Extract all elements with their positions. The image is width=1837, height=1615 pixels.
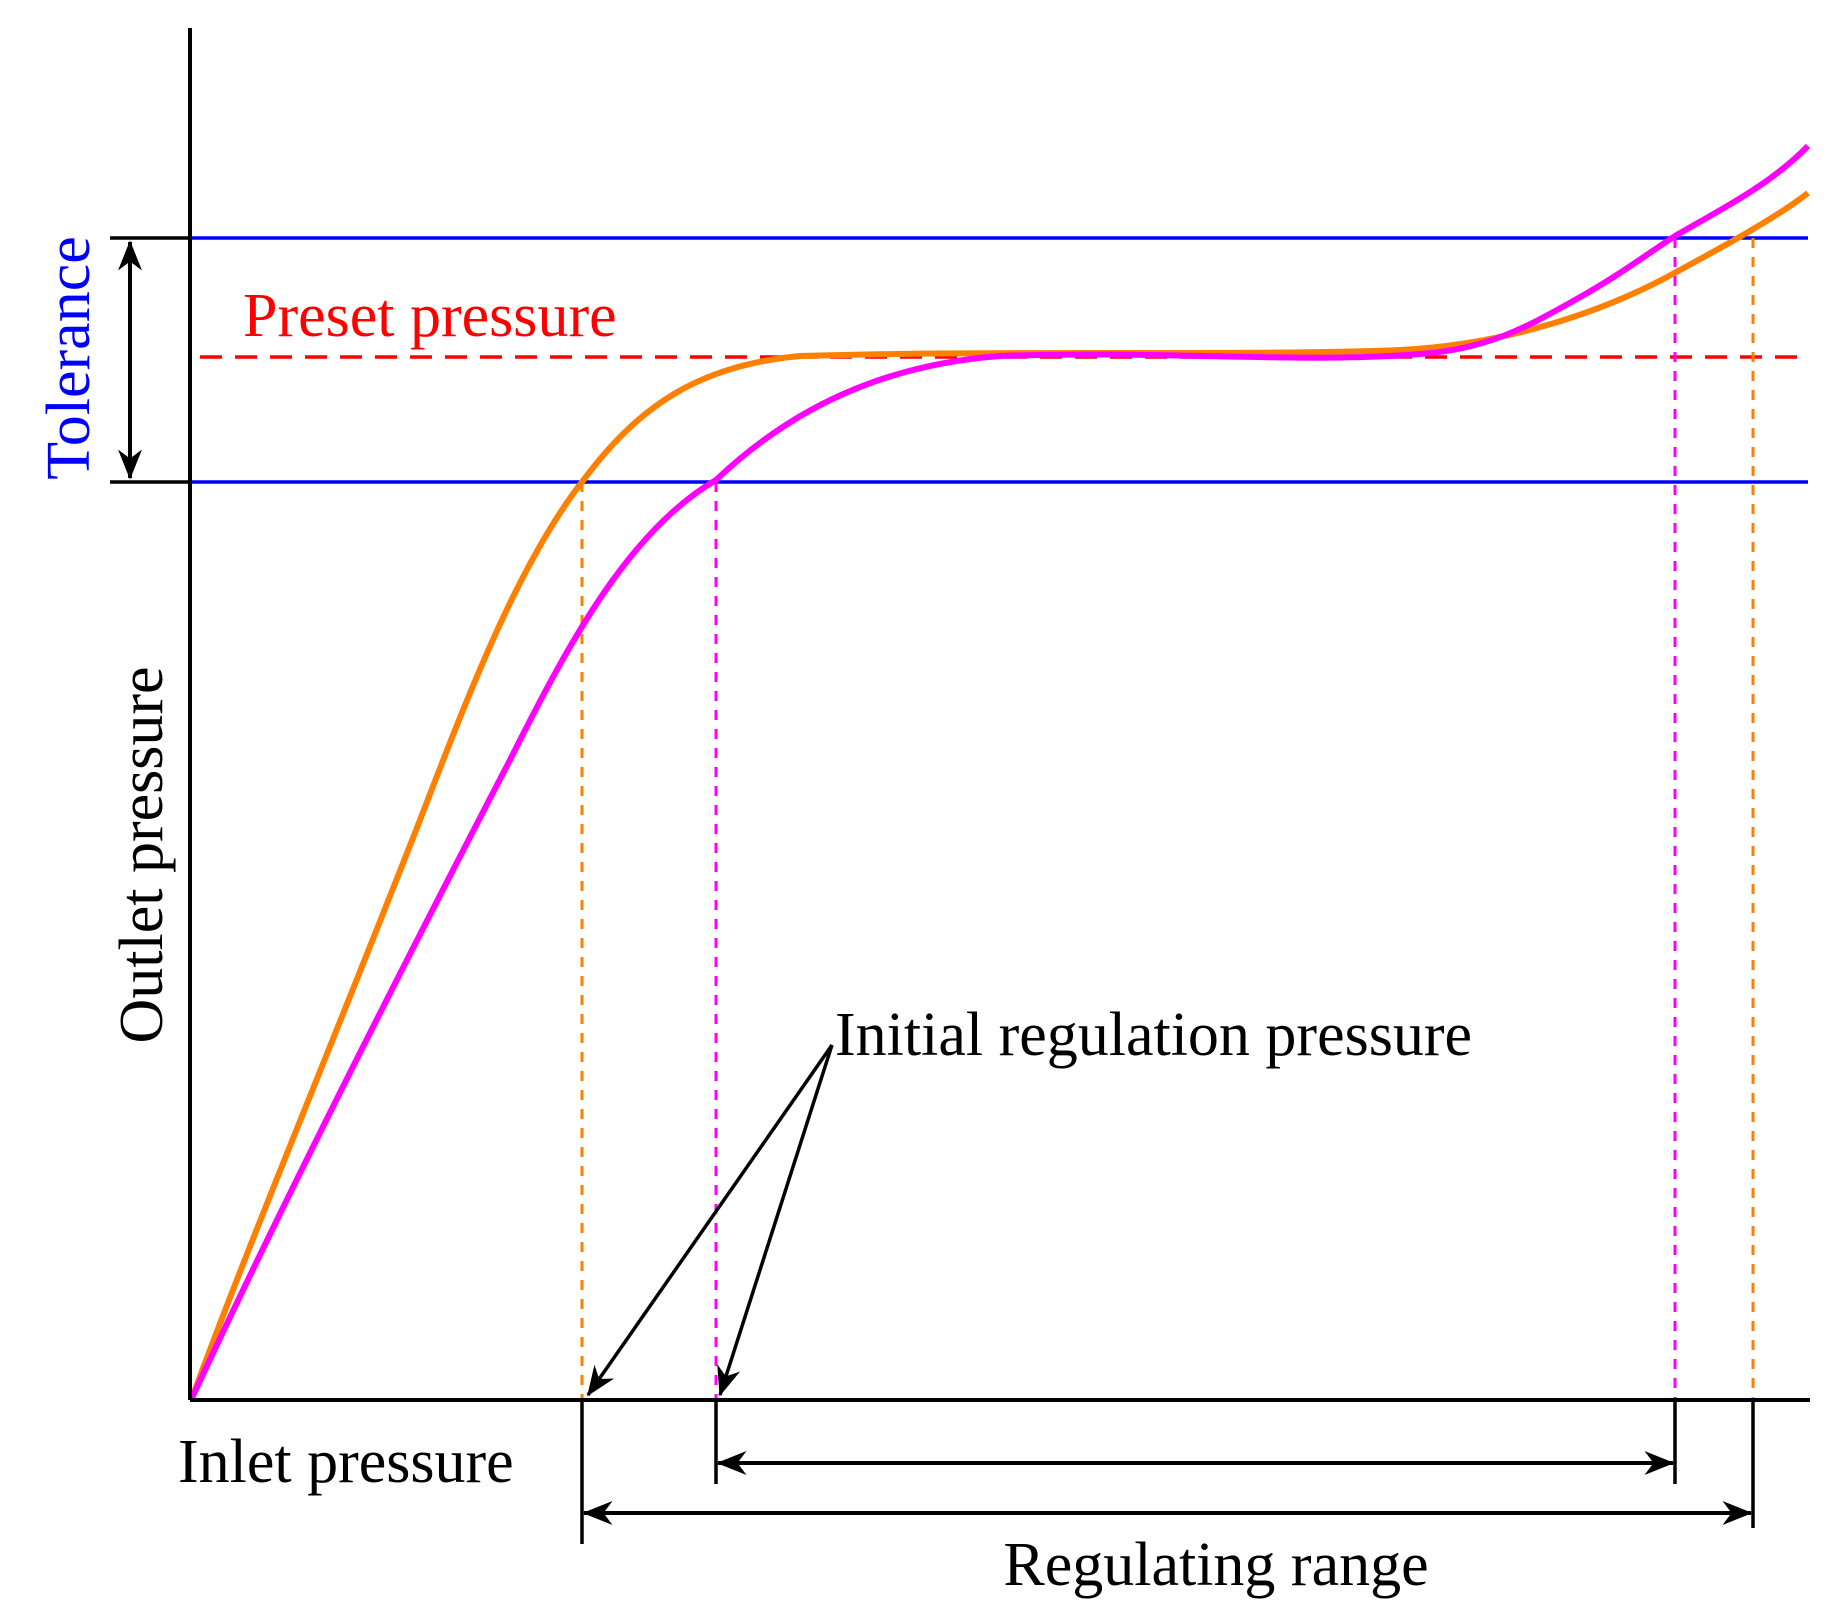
initial-pressure-pointer-orange	[586, 1043, 834, 1397]
orange-pressure-curve	[189, 190, 1810, 1400]
outlet-pressure-label: Outlet pressure	[108, 666, 176, 1043]
preset-pressure-label: Preset pressure	[243, 282, 617, 350]
tolerance-label: Tolerance	[35, 236, 103, 480]
magenta-pressure-curve	[189, 143, 1811, 1400]
initial-pressure-pointer-magenta	[717, 1044, 834, 1397]
regulating-range-label: Regulating range	[1003, 1531, 1428, 1599]
initial-regulation-pressure-label: Initial regulation pressure	[835, 1001, 1472, 1069]
inlet-pressure-label: Inlet pressure	[178, 1428, 514, 1496]
